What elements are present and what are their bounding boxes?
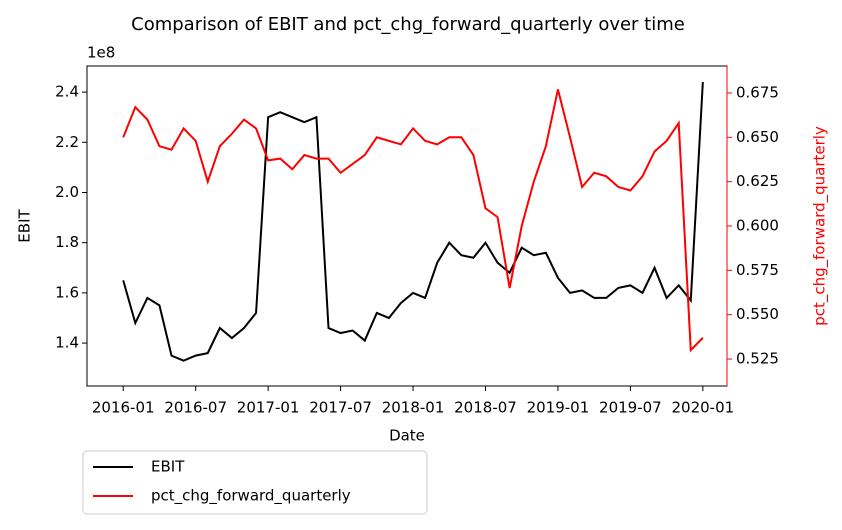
- y2-tick-label: 0.675: [736, 83, 779, 101]
- legend-label: EBIT: [151, 458, 185, 476]
- x-tick-label: 2019-07: [599, 399, 662, 417]
- x-tick-label: 2016-07: [164, 399, 227, 417]
- y2-tick-label: 0.625: [736, 172, 779, 190]
- legend-box: [82, 450, 428, 515]
- series-line: [122, 82, 704, 362]
- legend-label: pct_chg_forward_quarterly: [151, 487, 351, 506]
- x-tick-label: 2016-01: [92, 399, 155, 417]
- series-line: [122, 89, 704, 353]
- y-tick-label: 2.4: [55, 83, 79, 101]
- y2-tick-label: 0.600: [736, 217, 779, 235]
- x-tick-label: 2017-01: [237, 399, 300, 417]
- x-tick-label: 2017-07: [309, 399, 372, 417]
- y2-tick-label: 0.575: [736, 261, 779, 279]
- x-tick-label: 2020-01: [672, 399, 735, 417]
- y-tick-label: 1.6: [55, 283, 79, 301]
- y2-tick-label: 0.650: [736, 128, 779, 146]
- x-axis-label: Date: [389, 427, 425, 445]
- y-tick-label: 1.8: [55, 233, 79, 251]
- x-tick-label: 2018-07: [454, 399, 517, 417]
- x-tick-label: 2018-01: [382, 399, 445, 417]
- chart-title: Comparison of EBIT and pct_chg_forward_q…: [131, 14, 685, 35]
- y-tick-label: 2.0: [55, 183, 79, 201]
- y-tick-label: 1.4: [55, 334, 79, 352]
- y-offset-label: 1e8: [87, 44, 115, 62]
- y2-tick-label: 0.550: [736, 305, 779, 323]
- y-axis-label: EBIT: [16, 208, 34, 242]
- plot-frame: [86, 65, 728, 387]
- y2-tick-label: 0.525: [736, 350, 779, 368]
- x-tick-label: 2019-01: [527, 399, 590, 417]
- y2-axis-label: pct_chg_forward_quarterly: [811, 126, 830, 326]
- y-tick-label: 2.2: [55, 133, 79, 151]
